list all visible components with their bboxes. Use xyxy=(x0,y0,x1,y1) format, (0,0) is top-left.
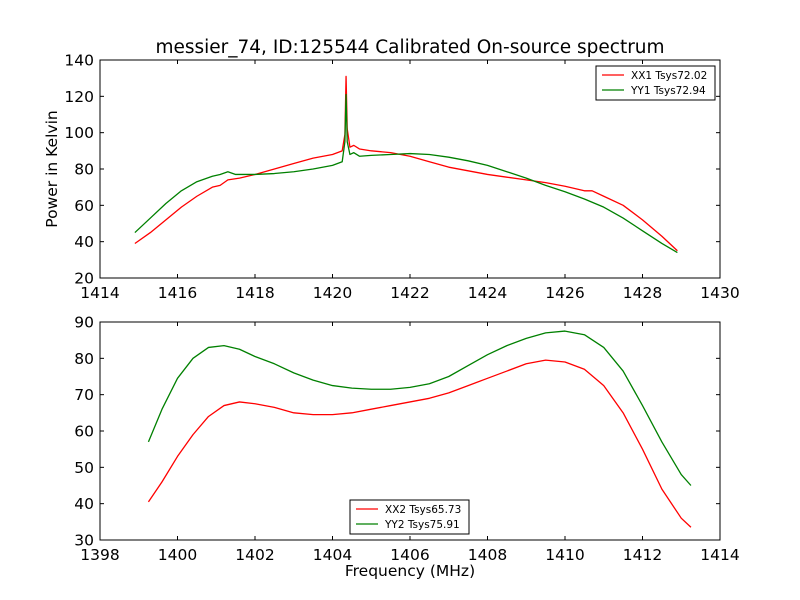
x-tick-label: 1418 xyxy=(235,284,274,302)
legend-box xyxy=(595,65,716,101)
y-tick-label: 90 xyxy=(74,314,94,332)
y-tick-label: 40 xyxy=(74,495,94,513)
x-tick-label: 1414 xyxy=(700,546,739,564)
x-tick-label: 1408 xyxy=(468,546,507,564)
x-tick-label: 1410 xyxy=(545,546,584,564)
y-tick-label: 140 xyxy=(64,52,94,70)
x-tick-label: 1426 xyxy=(545,284,584,302)
x-tick-label: 1406 xyxy=(390,546,429,564)
series-line-xx2 xyxy=(147,359,692,528)
y-tick-label: 20 xyxy=(74,270,94,288)
chart-title: messier_74, ID:125544 Calibrated On-sour… xyxy=(155,37,664,58)
legend-entry-label: XX2 Tsys65.73 xyxy=(385,504,461,516)
x-tick-label: 1400 xyxy=(158,546,197,564)
y-tick-label: 60 xyxy=(74,197,94,215)
y-tick-label: 80 xyxy=(74,350,94,368)
legend: XX1 Tsys72.02 YY1 Tsys72.94 xyxy=(595,65,716,101)
y-tick-label: 100 xyxy=(64,124,94,142)
y-tick-label: 60 xyxy=(74,423,94,441)
x-axis-label: Frequency (MHz) xyxy=(345,562,475,580)
x-tick-label: 1398 xyxy=(80,546,119,564)
x-tick-label: 1422 xyxy=(390,284,429,302)
y-tick-label: 80 xyxy=(74,161,94,179)
y-tick-label: 40 xyxy=(74,233,94,251)
x-tick-label: 1424 xyxy=(468,284,507,302)
x-tick-label: 1414 xyxy=(80,284,119,302)
y-tick-label: 30 xyxy=(74,532,94,550)
y-tick-label: 50 xyxy=(74,459,94,477)
legend-box xyxy=(349,499,470,535)
legend: XX2 Tsys65.73 YY2 Tsys75.91 xyxy=(349,499,470,535)
x-tick-label: 1402 xyxy=(235,546,274,564)
series-line-yy2 xyxy=(147,330,692,486)
x-tick-label: 1416 xyxy=(158,284,197,302)
bottom-spectrum-panel: 1398 1400 1402 1404 1406 1408 1410 1412 1414 30 40… xyxy=(74,314,739,581)
x-tick-label: 1420 xyxy=(313,284,352,302)
y-tick-label: 120 xyxy=(64,88,94,106)
y-axis-label: Power in Kelvin xyxy=(43,110,61,227)
x-tick-label: 1412 xyxy=(623,546,662,564)
y-tick-label: 70 xyxy=(74,386,94,404)
legend-entry-label: YY2 Tsys75.91 xyxy=(384,519,460,531)
series-line-xx1 xyxy=(134,75,678,252)
series-line-yy1 xyxy=(134,93,678,254)
x-tick-label: 1428 xyxy=(623,284,662,302)
x-tick-label: 1404 xyxy=(313,546,352,564)
legend-entry-label: XX1 Tsys72.02 xyxy=(631,70,707,82)
top-spectrum-panel: 1414 1416 1418 1420 1422 1424 1426 1428 1430 20 40… xyxy=(43,52,740,303)
legend-entry-label: YY1 Tsys72.94 xyxy=(630,85,706,97)
x-tick-label: 1430 xyxy=(700,284,739,302)
